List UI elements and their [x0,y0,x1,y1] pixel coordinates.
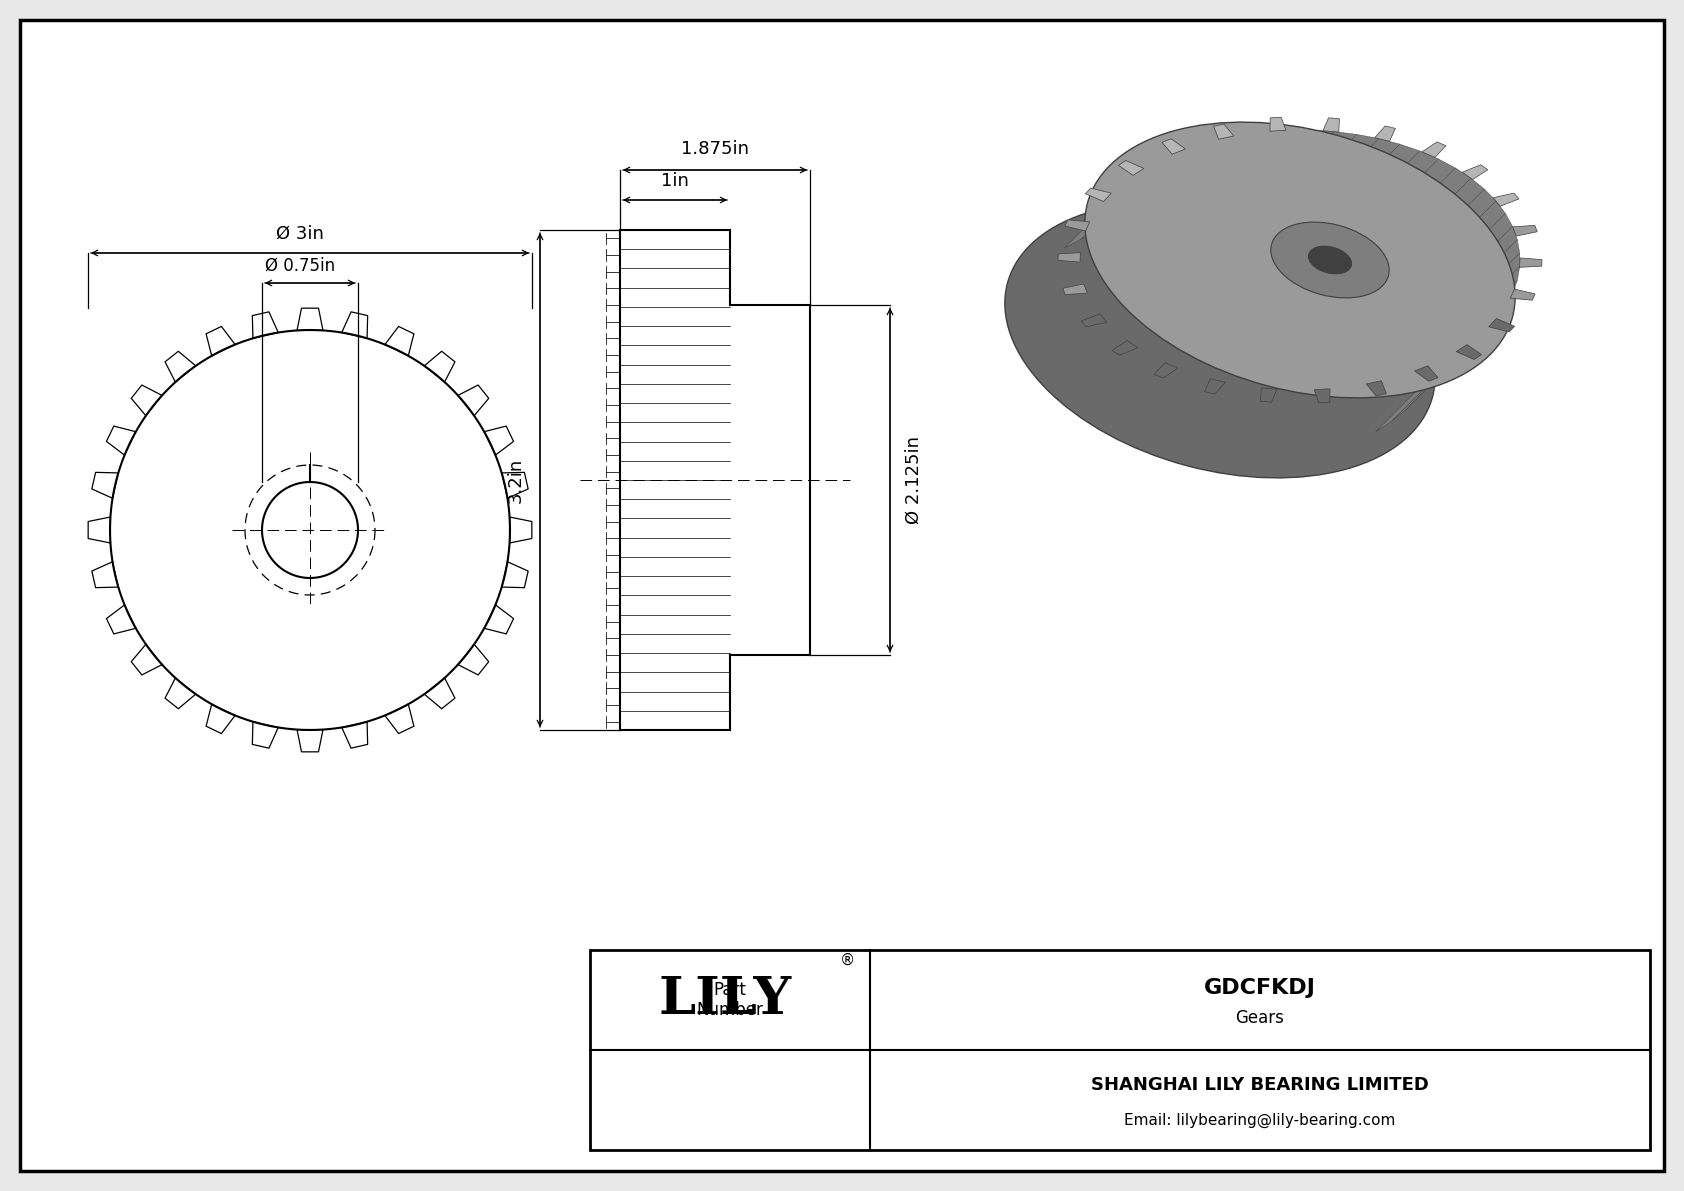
Polygon shape [1086,188,1111,201]
Polygon shape [1204,379,1226,394]
Text: ®: ® [840,953,855,968]
Polygon shape [1512,225,1537,236]
Polygon shape [1415,366,1438,381]
Ellipse shape [1308,247,1352,274]
Polygon shape [1320,144,1420,231]
Polygon shape [1100,144,1201,231]
Polygon shape [1374,126,1396,142]
Polygon shape [1436,239,1519,333]
Polygon shape [1494,193,1519,206]
Polygon shape [1298,138,1399,224]
Text: Gears: Gears [1236,1009,1285,1027]
Text: 1in: 1in [662,172,689,191]
Polygon shape [1425,294,1512,387]
Polygon shape [1416,306,1505,399]
Polygon shape [1340,151,1438,239]
Polygon shape [1111,341,1138,355]
Polygon shape [1391,179,1485,269]
Polygon shape [1433,280,1517,374]
Polygon shape [1118,161,1143,175]
Polygon shape [1063,283,1088,294]
Polygon shape [1366,381,1386,395]
Polygon shape [1425,213,1512,306]
Ellipse shape [1084,123,1516,398]
Polygon shape [1421,142,1447,157]
Polygon shape [1416,201,1505,293]
Text: Ø 2.125in: Ø 2.125in [904,436,923,524]
Ellipse shape [1271,222,1389,298]
Polygon shape [1081,313,1106,326]
Polygon shape [1209,130,1312,210]
Polygon shape [1120,138,1221,224]
Polygon shape [1462,164,1489,180]
Polygon shape [1324,118,1339,132]
Polygon shape [1376,342,1470,432]
Text: Ø 0.75in: Ø 0.75in [264,257,335,275]
Polygon shape [1261,388,1276,403]
Polygon shape [1231,130,1334,212]
Polygon shape [1164,131,1266,214]
Polygon shape [1436,267,1519,361]
Polygon shape [1440,254,1519,347]
Polygon shape [1404,189,1495,281]
Polygon shape [1270,117,1287,131]
Polygon shape [1433,226,1517,319]
Polygon shape [1154,362,1179,378]
Polygon shape [1404,319,1495,411]
Polygon shape [1058,252,1081,262]
Polygon shape [1142,135,1243,219]
Polygon shape [1186,130,1288,212]
Polygon shape [1255,131,1357,214]
Text: Email: lilybearing@lily-bearing.com: Email: lilybearing@lily-bearing.com [1125,1112,1396,1128]
Polygon shape [1064,220,1090,231]
Text: 3.2in: 3.2in [507,457,525,503]
Polygon shape [1276,135,1379,219]
Text: SHANGHAI LILY BEARING LIMITED: SHANGHAI LILY BEARING LIMITED [1091,1075,1430,1095]
Polygon shape [1511,289,1536,300]
Polygon shape [1519,258,1543,267]
Polygon shape [1359,158,1455,248]
Ellipse shape [1005,202,1435,478]
Text: 1.875in: 1.875in [680,141,749,158]
Polygon shape [1214,124,1234,139]
Bar [589,950,1650,1151]
Text: GDCFKDJ: GDCFKDJ [1204,978,1315,998]
Polygon shape [1064,158,1162,248]
Polygon shape [1162,139,1186,154]
Polygon shape [1376,168,1470,258]
Polygon shape [1314,388,1330,403]
Text: Ø 3in: Ø 3in [276,225,323,243]
Text: LILY: LILY [658,974,791,1025]
Polygon shape [1391,331,1485,422]
Polygon shape [1489,318,1514,332]
Text: Part
Number: Part Number [697,980,763,1019]
Polygon shape [1457,344,1482,360]
Polygon shape [1081,151,1180,239]
